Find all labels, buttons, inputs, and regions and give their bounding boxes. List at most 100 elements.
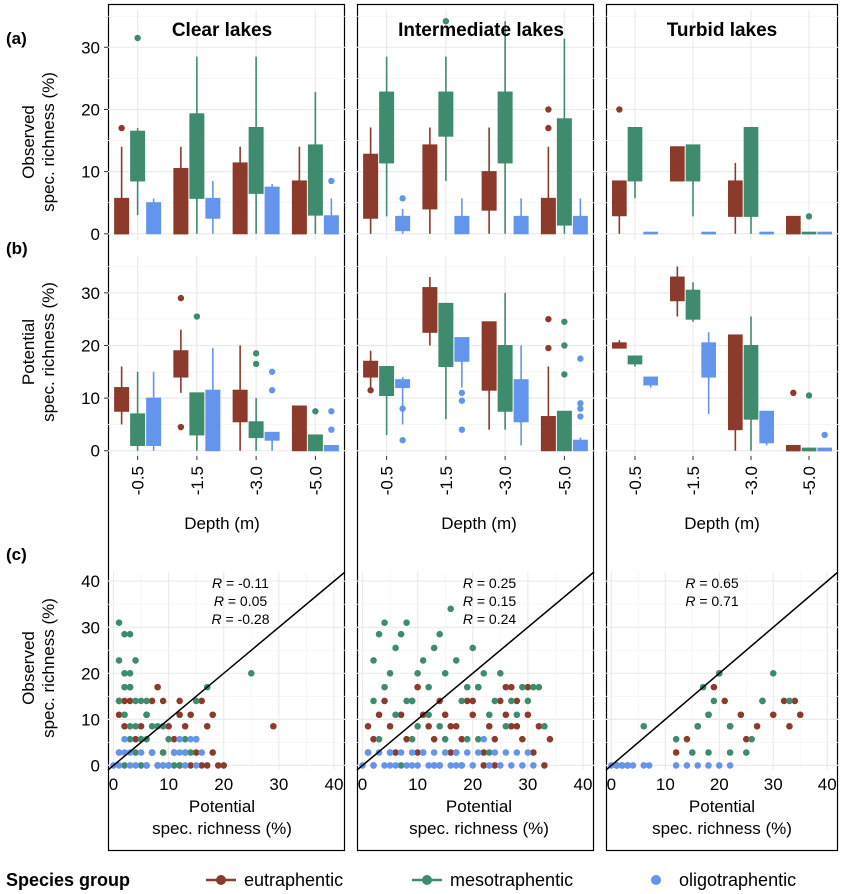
panel-b-xtick-label: -1.5 (188, 466, 207, 495)
scatter-point-mesotraphentic (248, 670, 255, 677)
scatter-point-eutraphentic (508, 683, 515, 691)
panel-a-clear-lakes-box-oligotraphentic--3.0 (264, 184, 280, 235)
facet-frame-intermediate-lakes (356, 3, 595, 852)
scatter-point-mesotraphentic (726, 749, 734, 756)
scatter-point-oligotraphentic (198, 749, 205, 756)
scatter-point-eutraphentic (480, 762, 488, 769)
scatter-point-oligotraphentic (170, 749, 178, 756)
facet-title-turbid: Turbid lakes (667, 20, 778, 41)
panel-a-intermediate-lakes-box-mesotraphentic--5.0 (556, 38, 572, 234)
box (481, 171, 497, 211)
xlabel-depth-clear: Depth (m) (184, 514, 260, 533)
panel-b-xtick-label: -3.0 (742, 466, 761, 495)
panel-a-clear-lakes-box-eutraphentic--5.0 (291, 146, 307, 235)
panel-b-intermediate-lakes-box-oligotraphentic--0.5 (395, 377, 411, 444)
panel-b-clear-lakes-ytick-label: 20 (81, 336, 100, 355)
panel-a-intermediate-lakes-box-mesotraphentic--0.5 (379, 56, 395, 217)
scatter-point-mesotraphentic (159, 749, 167, 756)
scatter-point-oligotraphentic (463, 749, 471, 756)
scatter-point-eutraphentic (441, 711, 449, 719)
scatter-point-eutraphentic (159, 697, 167, 705)
scatter-point-mesotraphentic (370, 697, 377, 705)
panel-c-xtick-label: 10 (408, 775, 427, 794)
outlier-point (328, 408, 335, 415)
correlation-label-mesotraphentic: R = 0.71 (685, 593, 739, 609)
scatter-point-eutraphentic (791, 697, 799, 705)
scatter-point-oligotraphentic (386, 749, 394, 756)
scatter-point-eutraphentic (535, 722, 543, 730)
scatter-point-mesotraphentic (397, 762, 405, 769)
scatter-point-oligotraphentic (408, 762, 416, 769)
outlier-point (545, 344, 552, 352)
scatter-point-oligotraphentic (618, 762, 626, 769)
scatter-point-eutraphentic (198, 762, 205, 769)
scatter-point-oligotraphentic (726, 762, 734, 769)
scatter-point-eutraphentic (513, 722, 521, 730)
panel-c-xtick-label: 0 (607, 775, 616, 794)
panel-a-intermediate-lakes-box-eutraphentic--1.5 (422, 127, 438, 234)
ylabel-a-line1: Observed (19, 105, 38, 179)
scatter-point-eutraphentic (519, 735, 526, 743)
outlier-point (134, 34, 141, 42)
box (114, 197, 130, 235)
panel-a-clear-lakes-ytick-label: 30 (81, 38, 100, 57)
panel-c-ytick-label: 20 (81, 664, 100, 683)
scatter-point-mesotraphentic (381, 619, 388, 626)
scatter-point-mesotraphentic (524, 697, 532, 705)
ylabel-c-line1: Observed (19, 631, 38, 705)
panel-b-intermediate-lakes-box-eutraphentic--0.5 (363, 350, 379, 394)
panel-a-intermediate-lakes-box-eutraphentic--0.5 (363, 127, 379, 234)
scatter-point-eutraphentic (513, 697, 521, 705)
panel-a-intermediate-lakes-box-oligotraphentic--5.0 (572, 198, 588, 235)
panel-b-xtick-label: -1.5 (437, 466, 456, 495)
scatter-point-eutraphentic (530, 749, 537, 756)
scatter-point-oligotraphentic (683, 762, 691, 769)
panel-b-intermediate-lakes-box-mesotraphentic--0.5 (379, 366, 395, 435)
scatter-point-eutraphentic (463, 697, 471, 705)
panel-a-turbid-lakes-box-mesotraphentic--3.0 (743, 126, 759, 234)
scatter-point-oligotraphentic (441, 749, 449, 756)
ylabel-b-line2: spec. richness (%) (39, 282, 58, 422)
panel-b-xtick-label: -0.5 (129, 466, 148, 495)
scatter-point-eutraphentic (209, 749, 217, 756)
panel-c-xtick-label: 30 (518, 775, 537, 794)
scatter-point-oligotraphentic (519, 762, 526, 769)
scatter-point-oligotraphentic (126, 762, 134, 769)
scatter-point-eutraphentic (786, 722, 793, 730)
scatter-point-eutraphentic (203, 762, 211, 769)
panel-b-clear-lakes-ytick-label: 10 (81, 389, 100, 408)
scatter-point-oligotraphentic (364, 749, 372, 756)
scatter-point-oligotraphentic (447, 762, 454, 769)
scatter-point-mesotraphentic (436, 630, 443, 638)
panel-b-turbid-lakes-grid (606, 266, 838, 452)
scatter-point-mesotraphentic (513, 711, 521, 719)
scatter-point-mesotraphentic (436, 722, 443, 730)
legend-key-eutraphentic (206, 875, 236, 885)
scatter-point-oligotraphentic (148, 749, 156, 756)
scatter-point-mesotraphentic (132, 749, 139, 756)
scatter-point-mesotraphentic (769, 670, 777, 677)
outlier-point (790, 389, 797, 397)
legend-label-oligotraphentic: oligotraphentic (679, 870, 796, 890)
box (232, 389, 248, 423)
scatter-point-mesotraphentic (137, 762, 145, 769)
panel-b-clear-lakes-box-oligotraphentic--0.5 (146, 371, 162, 451)
scatter-point-eutraphentic (370, 735, 377, 743)
box (379, 366, 395, 396)
outlier-point (458, 426, 466, 433)
scatter-point-mesotraphentic (748, 735, 755, 743)
scatter-point-mesotraphentic (541, 722, 548, 730)
reference-line-intermediate-lakes (356, 571, 595, 771)
scatter-point-mesotraphentic (742, 749, 750, 756)
outlier-point (177, 423, 185, 431)
scatter-point-eutraphentic (121, 722, 128, 730)
xlabel-c-clear-line1: Potential (189, 797, 255, 816)
scatter-point-eutraphentic (137, 722, 145, 730)
scatter-point-eutraphentic (392, 749, 399, 756)
box (173, 350, 189, 378)
scatter-point-eutraphentic (508, 722, 515, 730)
xlabel-c-clear-line2: spec. richness (%) (152, 819, 292, 838)
box (670, 276, 685, 302)
box (291, 180, 307, 235)
panel-b-clear-lakes-box-eutraphentic--1.5 (173, 294, 189, 431)
